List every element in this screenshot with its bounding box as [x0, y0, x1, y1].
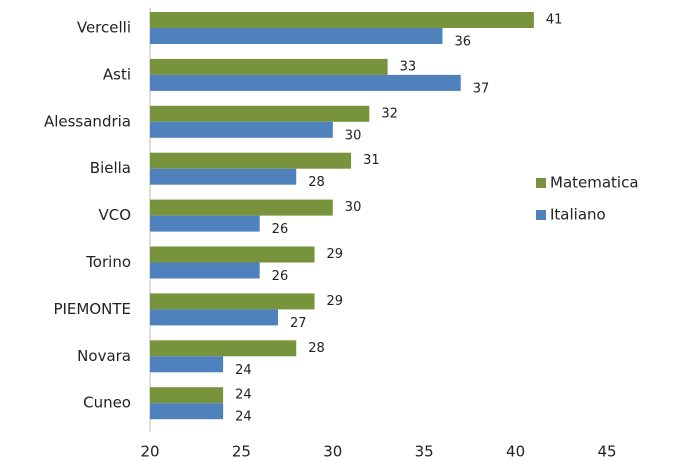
- bar: [150, 246, 315, 263]
- legend-label: Italiano: [550, 206, 606, 224]
- bar: [150, 387, 224, 404]
- x-tick-label: 25: [232, 443, 251, 461]
- y-tick-label: Asti: [103, 65, 131, 83]
- x-tick-label: 45: [597, 443, 616, 461]
- data-label: 32: [381, 106, 398, 121]
- bar: [150, 121, 333, 138]
- data-label: 28: [308, 341, 325, 356]
- x-tick-label: 35: [415, 443, 434, 461]
- legend-swatch: [536, 178, 546, 188]
- data-label: 24: [235, 363, 252, 378]
- data-label: 30: [345, 200, 362, 215]
- x-tick-label: 40: [506, 443, 525, 461]
- data-label: 26: [272, 269, 289, 284]
- data-label: 27: [290, 316, 307, 331]
- bar: [150, 309, 278, 326]
- bar: [150, 262, 260, 279]
- bar: [150, 215, 260, 232]
- bar: [150, 74, 461, 91]
- y-tick-label: PIEMONTE: [53, 300, 131, 318]
- y-tick-label: Vercelli: [77, 19, 131, 37]
- y-tick-label: Torino: [85, 253, 131, 271]
- bar: [150, 12, 534, 28]
- data-label: 36: [454, 35, 471, 50]
- legend-label: Matematica: [550, 174, 639, 192]
- data-label: 24: [235, 410, 252, 425]
- bar: [150, 105, 370, 122]
- data-label: 26: [272, 222, 289, 237]
- x-tick-label: 20: [140, 443, 159, 461]
- data-label: 41: [546, 13, 563, 28]
- data-label: 30: [345, 128, 362, 143]
- bar: [150, 293, 315, 310]
- bar: [150, 356, 224, 373]
- data-label: 37: [473, 81, 490, 96]
- y-tick-label: Biella: [90, 159, 131, 177]
- bar: [150, 168, 297, 185]
- y-tick-label: Cuneo: [83, 394, 131, 412]
- y-tick-label: Novara: [77, 347, 131, 365]
- y-tick-label: VCO: [98, 206, 131, 224]
- data-label: 31: [363, 153, 380, 168]
- data-label: 29: [327, 294, 344, 309]
- bar: [150, 340, 297, 357]
- data-label: 24: [235, 388, 252, 403]
- legend-swatch: [536, 210, 546, 220]
- bar: [150, 28, 443, 44]
- y-tick-label: Alessandria: [44, 112, 131, 130]
- bar: [150, 199, 333, 216]
- data-label: 28: [308, 175, 325, 190]
- data-label: 33: [400, 59, 417, 74]
- bar: [150, 152, 352, 169]
- bar: [150, 403, 224, 420]
- bar: [150, 58, 388, 75]
- x-tick-label: 30: [323, 443, 342, 461]
- data-label: 29: [327, 247, 344, 262]
